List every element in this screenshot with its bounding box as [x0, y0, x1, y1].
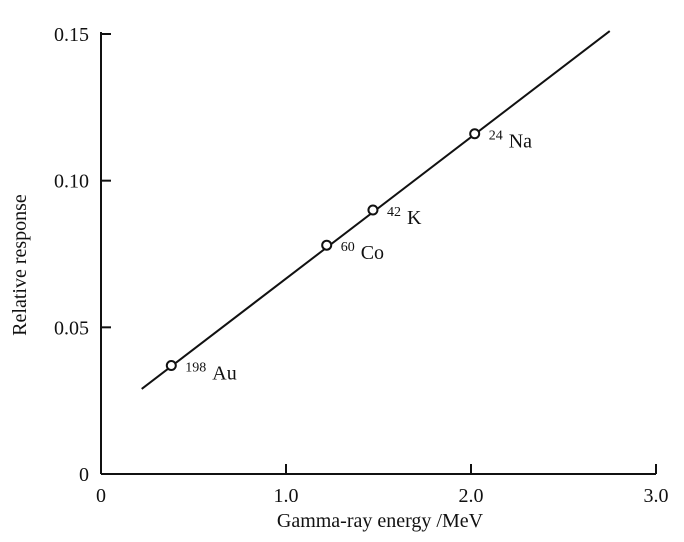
data-point [321, 239, 333, 251]
point-label: 198 Au [185, 360, 236, 384]
point-label-mass: 24 [489, 129, 503, 144]
x-axis-label: Gamma-ray energy /MeV [277, 510, 484, 532]
series: 198 Au 60 Co 42 K 24 Na [141, 30, 611, 390]
x-tick-label: 1.0 [274, 485, 299, 507]
point-label-mass: 198 [185, 360, 206, 375]
point-label-mass: 60 [341, 240, 355, 255]
point-label-mass: 42 [387, 205, 401, 220]
y-axis-label: Relative response [9, 194, 31, 336]
y-tick-label: 0.10 [54, 171, 89, 193]
point-label-element: Co [361, 242, 384, 264]
y-tick-label: 0.15 [54, 24, 89, 46]
point-label-element: Au [212, 362, 236, 384]
data-point [367, 204, 379, 216]
point-label: 60 Co [341, 240, 384, 264]
x-tick-label: 3.0 [644, 485, 669, 507]
y-tick-label: 0.05 [54, 317, 89, 339]
point-label: 42 K [387, 205, 422, 229]
point-label: 24 Na [489, 129, 532, 153]
ticks: 0 1.0 2.0 3.0 0 0.05 0.10 0.15 [54, 24, 669, 507]
axes [100, 32, 656, 475]
y-tick-label: 0 [79, 464, 89, 486]
data-point [469, 128, 481, 140]
x-tick-label: 0 [96, 485, 106, 507]
x-tick-label: 2.0 [459, 485, 484, 507]
point-label-element: K [407, 207, 422, 229]
point-label-element: Na [509, 131, 532, 153]
data-point [165, 359, 177, 371]
